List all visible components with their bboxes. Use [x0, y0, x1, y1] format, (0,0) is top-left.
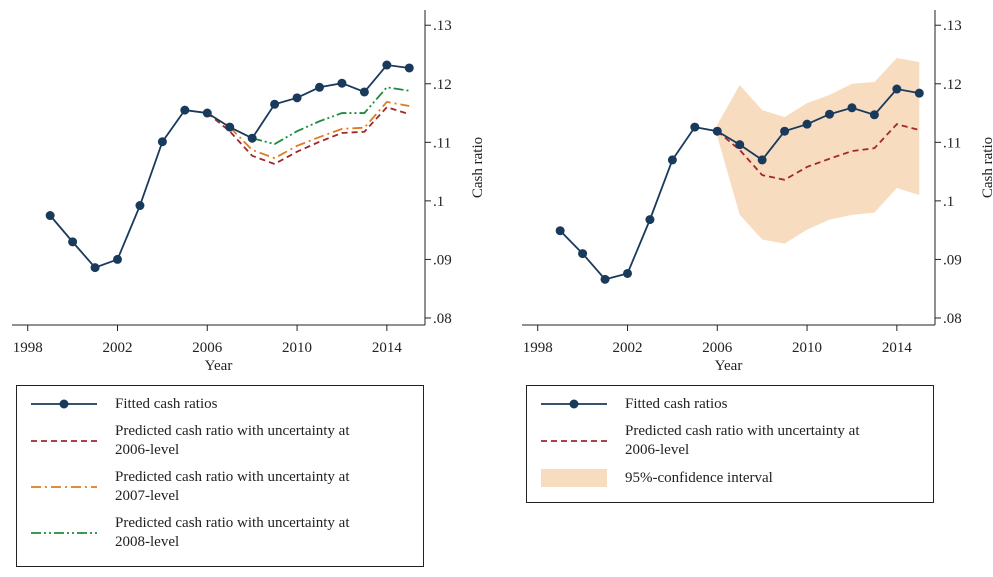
legend-item: Predicted cash ratio with uncertainty at… — [527, 422, 933, 460]
legend-item: Fitted cash ratios — [17, 394, 423, 414]
marker — [780, 126, 790, 136]
legend-marker — [59, 399, 69, 409]
marker — [202, 108, 212, 118]
y-tick-label: .12 — [943, 77, 962, 93]
marker — [802, 119, 812, 129]
marker — [847, 103, 857, 113]
legend-item: Predicted cash ratio with uncertainty at… — [17, 468, 423, 506]
legend-label: Fitted cash ratios — [115, 395, 218, 412]
marker — [337, 78, 347, 88]
legend-item: Predicted cash ratio with uncertainty at… — [17, 514, 423, 552]
marker — [112, 254, 122, 264]
series-line — [206, 106, 410, 165]
series-line — [229, 100, 410, 160]
legend-label: Predicted cash ratio with uncertainty at… — [115, 469, 350, 504]
legend-swatch — [541, 440, 607, 442]
legend-band — [541, 469, 607, 487]
legend-label: Predicted cash ratio with uncertainty at… — [115, 515, 350, 550]
marker — [869, 110, 879, 120]
legend-label: Predicted cash ratio with uncertainty at… — [625, 423, 860, 458]
marker — [45, 211, 55, 221]
marker — [645, 215, 655, 225]
y-axis-label: Cash ratio — [980, 137, 993, 198]
legend-swatch — [541, 469, 607, 487]
x-tick-label: 2006 — [192, 340, 223, 356]
y-tick-label: .13 — [943, 18, 962, 34]
marker — [757, 155, 767, 165]
confidence-band — [717, 58, 920, 244]
legend-item: Predicted cash ratio with uncertainty at… — [17, 422, 423, 460]
marker — [892, 84, 902, 94]
marker — [270, 99, 280, 109]
y-tick-label: .1 — [433, 194, 444, 210]
marker — [622, 268, 632, 278]
series-line — [251, 86, 410, 146]
y-tick-label: .08 — [433, 311, 452, 327]
marker — [600, 274, 610, 284]
x-tick-label: 2010 — [792, 340, 822, 356]
x-tick-label: 2014 — [882, 340, 913, 356]
legend-label: Predicted cash ratio with uncertainty at… — [115, 423, 350, 458]
series-line — [716, 123, 920, 181]
x-tick-label: 2006 — [702, 340, 733, 356]
x-tick-label: 2010 — [282, 340, 312, 356]
legend-marker — [569, 399, 579, 409]
y-axis-label: Cash ratio — [470, 137, 486, 198]
legend-item: Fitted cash ratios — [527, 394, 933, 414]
legend: Fitted cash ratios Predicted cash ratio w… — [526, 385, 934, 503]
series-line — [49, 64, 410, 269]
marker — [914, 88, 924, 98]
y-tick-label: .13 — [433, 18, 452, 34]
x-tick-label: 2002 — [102, 340, 132, 356]
marker — [68, 237, 78, 247]
legend: Fitted cash ratios Predicted cash ratio w… — [16, 385, 424, 567]
marker — [404, 63, 414, 73]
x-axis-label: Year — [715, 358, 743, 374]
legend-swatch — [31, 532, 97, 534]
marker — [825, 109, 835, 119]
y-tick-label: .09 — [433, 252, 452, 268]
marker — [315, 82, 325, 92]
y-tick-label: .12 — [433, 77, 452, 93]
panel: 1998 2002 2006 2010 2014 .08 .09 .1 .11 .12 .13 Yea… — [522, 10, 993, 374]
legend-swatch — [31, 440, 97, 442]
y-tick-label: .09 — [943, 252, 962, 268]
marker — [135, 201, 145, 211]
marker — [690, 122, 700, 132]
x-tick-label: 2002 — [612, 340, 642, 356]
marker — [225, 122, 235, 132]
x-tick-label: 1998 — [523, 340, 553, 356]
marker — [667, 155, 677, 165]
legend-swatch — [31, 399, 97, 409]
marker — [157, 137, 167, 147]
legend-swatch — [541, 399, 607, 409]
marker — [180, 105, 190, 115]
y-tick-label: .11 — [943, 135, 961, 151]
marker — [382, 60, 392, 70]
marker — [555, 226, 565, 236]
marker — [359, 87, 369, 97]
x-tick-label: 1998 — [13, 340, 43, 356]
marker — [712, 126, 722, 136]
marker — [247, 133, 257, 143]
legend-swatch — [31, 486, 97, 488]
y-tick-label: .11 — [433, 135, 451, 151]
legend-item: 95%-confidence interval — [527, 468, 933, 488]
marker — [90, 263, 100, 273]
y-tick-label: .08 — [943, 311, 962, 327]
marker — [292, 93, 302, 103]
legend-label: Fitted cash ratios — [625, 395, 728, 412]
panel: 1998 2002 2006 2010 2014 .08 .09 .1 .11 .12 .13 Yea… — [12, 10, 486, 374]
x-tick-label: 2014 — [372, 340, 403, 356]
y-tick-label: .1 — [943, 194, 954, 210]
marker — [578, 249, 588, 259]
x-axis-label: Year — [205, 358, 233, 374]
marker — [735, 140, 745, 150]
legend-label: 95%-confidence interval — [625, 469, 773, 486]
